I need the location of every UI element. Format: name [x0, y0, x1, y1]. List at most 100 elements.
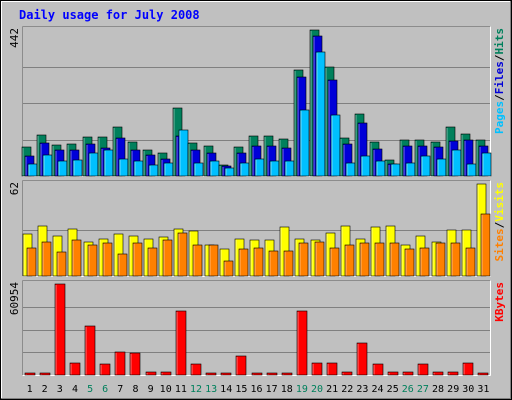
bar-kbytes-day-18: [281, 372, 293, 376]
bar-kbytes-day-26: [402, 371, 414, 376]
legend-entry: Visits: [493, 182, 506, 222]
bar-sites-day-8: [132, 242, 143, 277]
x-tick-label-day-1: 1: [27, 384, 33, 395]
x-tick-label-day-9: 9: [148, 384, 154, 395]
x-tick-label-day-12: 12: [190, 384, 202, 395]
x-tick-label-day-29: 29: [447, 384, 459, 395]
bar-sites-day-15: [238, 248, 249, 277]
bar-kbytes-day-4: [69, 362, 81, 376]
y-max-label-visits_sites: 62: [8, 182, 21, 195]
bar-sites-day-31: [480, 213, 491, 277]
x-tick-label-day-28: 28: [432, 384, 444, 395]
bar-kbytes-day-28: [432, 371, 444, 376]
bar-kbytes-day-27: [417, 363, 429, 376]
x-tick-label-day-11: 11: [175, 384, 187, 395]
legend-entry: Sites: [493, 228, 506, 261]
bar-sites-day-22: [344, 244, 355, 277]
bar-kbytes-day-5: [84, 325, 96, 376]
bar-sites-day-3: [56, 251, 67, 277]
x-tick-label-day-20: 20: [311, 384, 323, 395]
x-tick-label-day-17: 17: [266, 384, 278, 395]
bar-kbytes-day-11: [175, 310, 187, 376]
right-legend-kbytes: KBytes: [493, 282, 506, 322]
x-tick-label-day-25: 25: [387, 384, 399, 395]
bar-kbytes-day-29: [447, 371, 459, 376]
bar-sites-day-18: [283, 250, 294, 277]
chart-title: Daily usage for July 2008: [19, 8, 200, 22]
bar-kbytes-day-17: [266, 372, 278, 376]
panel-kbytes: [22, 280, 491, 376]
x-tick-label-day-19: 19: [296, 384, 308, 395]
bar-sites-day-30: [465, 247, 476, 277]
bar-sites-day-29: [450, 242, 461, 277]
bar-sites-day-6: [102, 242, 113, 277]
bar-kbytes-day-14: [220, 372, 232, 376]
bar-sites-day-2: [41, 241, 52, 277]
x-tick-label-day-7: 7: [117, 384, 123, 395]
legend-entry: /: [493, 54, 506, 61]
bar-sites-day-10: [162, 239, 173, 277]
bar-pages-day-19: [299, 109, 310, 177]
bar-sites-day-23: [359, 242, 370, 277]
bar-kbytes-day-22: [341, 371, 353, 376]
legend-entry: Files: [493, 61, 506, 94]
x-tick-label-day-15: 15: [235, 384, 247, 395]
bar-kbytes-day-21: [326, 362, 338, 376]
bar-sites-day-1: [26, 247, 37, 277]
x-tick-label-day-14: 14: [220, 384, 232, 395]
bar-kbytes-day-3: [54, 283, 66, 376]
x-tick-label-day-16: 16: [250, 384, 262, 395]
bar-sites-day-26: [404, 248, 415, 277]
legend-entry: Pages: [493, 101, 506, 134]
bar-sites-day-20: [314, 241, 325, 277]
bar-sites-day-7: [117, 253, 128, 277]
x-tick-label-day-23: 23: [356, 384, 368, 395]
x-tick-label-day-18: 18: [281, 384, 293, 395]
bar-kbytes-day-2: [39, 372, 51, 376]
right-legend-visits_sites: Sites/Visits: [493, 182, 506, 262]
bar-kbytes-day-10: [160, 371, 172, 376]
legend-entry: KBytes: [493, 282, 506, 322]
legend-entry: /: [493, 94, 506, 101]
bar-kbytes-day-16: [251, 372, 263, 376]
bar-kbytes-day-23: [356, 342, 368, 376]
x-tick-label-day-26: 26: [402, 384, 414, 395]
bar-kbytes-day-15: [235, 355, 247, 376]
bar-kbytes-day-20: [311, 362, 323, 376]
bar-pages-day-12: [193, 162, 204, 177]
bar-pages-day-31: [481, 152, 492, 177]
right-legend-hits_files_pages: Pages/Files/Hits: [493, 28, 506, 134]
legend-entry: Hits: [493, 28, 506, 55]
x-tick-label-day-4: 4: [72, 384, 78, 395]
x-tick-label-day-31: 31: [477, 384, 489, 395]
bar-sites-day-4: [71, 239, 82, 277]
bar-kbytes-day-31: [477, 372, 489, 376]
bar-sites-day-21: [329, 247, 340, 277]
bar-sites-day-28: [435, 242, 446, 277]
x-tick-label-day-6: 6: [102, 384, 108, 395]
x-tick-label-day-27: 27: [417, 384, 429, 395]
bar-sites-day-16: [253, 247, 264, 277]
bar-kbytes-day-9: [145, 371, 157, 376]
bar-sites-day-27: [419, 247, 430, 277]
bar-sites-day-12: [192, 244, 203, 277]
bar-sites-day-19: [298, 242, 309, 277]
bar-pages-day-4: [72, 159, 83, 177]
bar-kbytes-day-30: [462, 362, 474, 376]
bar-sites-day-13: [208, 244, 219, 277]
bar-kbytes-day-6: [99, 363, 111, 376]
y-max-label-kbytes: 60954: [8, 282, 21, 315]
x-tick-label-day-2: 2: [42, 384, 48, 395]
bar-kbytes-day-7: [114, 351, 126, 376]
bar-sites-day-17: [268, 250, 279, 277]
bar-sites-day-14: [223, 260, 234, 277]
bar-kbytes-day-1: [24, 372, 36, 376]
bar-kbytes-day-19: [296, 310, 308, 376]
bar-kbytes-day-24: [372, 363, 384, 376]
x-tick-label-day-5: 5: [87, 384, 93, 395]
bar-sites-day-5: [87, 244, 98, 277]
x-tick-label-day-10: 10: [160, 384, 172, 395]
y-max-label-hits_files_pages: 442: [8, 28, 21, 48]
bar-kbytes-day-8: [129, 352, 141, 376]
